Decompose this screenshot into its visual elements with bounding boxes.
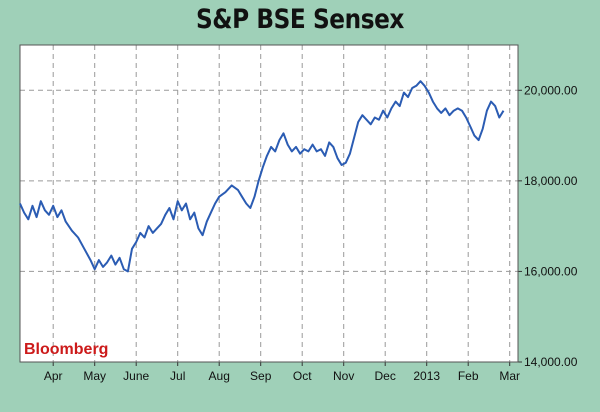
- x-tick-label: 2013: [413, 369, 440, 383]
- y-tick-label: 18,000.00: [524, 174, 578, 188]
- x-tick-label: Apr: [44, 369, 63, 383]
- series-line: [19, 80, 505, 273]
- y-tick-label: 16,000.00: [524, 264, 578, 278]
- x-tick-label: Sep: [250, 369, 272, 383]
- x-tick-label: Dec: [375, 369, 396, 383]
- y-tick-label: 14,000.00: [524, 355, 578, 369]
- plot-area: [20, 45, 518, 362]
- y-tick-label: 20,000.00: [524, 83, 578, 97]
- x-tick-label: June: [123, 369, 149, 383]
- chart-title: S&P BSE Sensex: [196, 4, 404, 35]
- source-label: Bloomberg: [24, 341, 108, 358]
- x-tick-label: Nov: [333, 369, 354, 383]
- x-tick-label: May: [83, 369, 106, 383]
- x-tick-label: Feb: [458, 369, 479, 383]
- x-tick-label: Aug: [209, 369, 230, 383]
- x-tick-label: Oct: [293, 369, 312, 383]
- x-tick-label: Jul: [170, 369, 185, 383]
- x-tick-label: Mar: [499, 369, 520, 383]
